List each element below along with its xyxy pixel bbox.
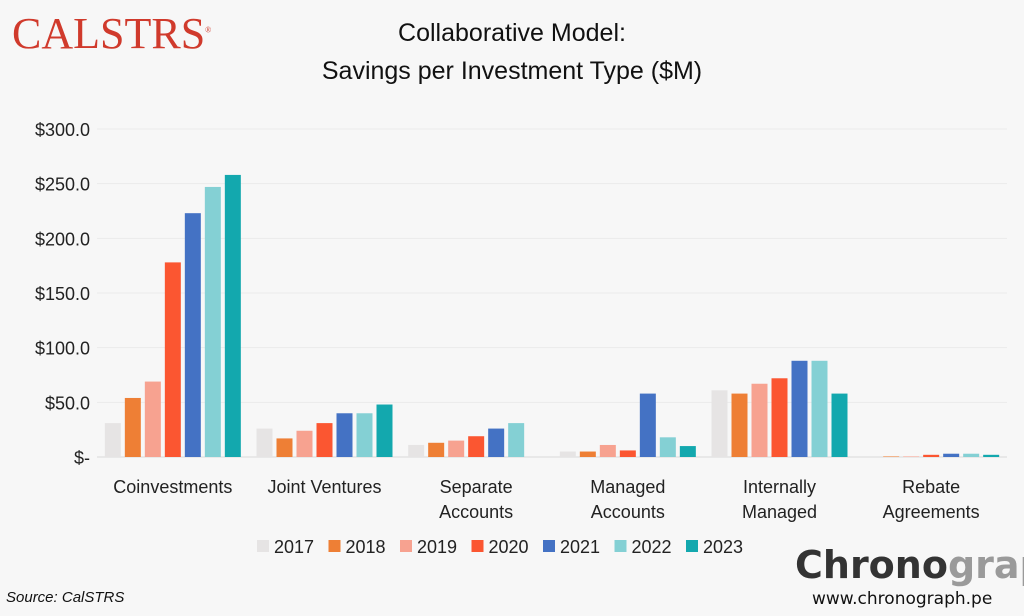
bar-2023 xyxy=(679,446,696,457)
bar-2017 xyxy=(559,451,576,457)
legend-swatch-2022 xyxy=(614,540,627,552)
legend-swatch-2021 xyxy=(543,540,555,552)
legend-swatch-2017 xyxy=(257,540,269,552)
x-tick-label: Accounts xyxy=(439,502,513,522)
bar-2021 xyxy=(943,453,960,457)
y-tick-label: $300.0 xyxy=(35,120,90,140)
legend-label: 2018 xyxy=(346,537,386,557)
bar-2019 xyxy=(448,440,465,457)
x-tick-label: Coinvestments xyxy=(113,477,232,497)
legend-label: 2017 xyxy=(274,537,314,557)
bar-2022 xyxy=(204,186,221,458)
x-tick-label: Joint Ventures xyxy=(267,477,381,497)
bar-2020 xyxy=(923,454,940,457)
bar-2020 xyxy=(771,378,788,457)
bar-2021 xyxy=(639,393,656,457)
bar-2021 xyxy=(336,413,353,457)
legend-swatch-2019 xyxy=(400,540,412,552)
x-tick-label: Agreements xyxy=(883,502,980,522)
bar-2021 xyxy=(488,428,505,457)
title-line-2: Savings per Investment Type ($M) xyxy=(321,57,703,85)
brand-url: www.chronograph.pe xyxy=(812,589,993,609)
chart-title: Collaborative Model: Savings per Investm… xyxy=(250,14,774,90)
legend-label: 2023 xyxy=(703,537,743,557)
bar-2019 xyxy=(296,430,313,457)
title-line-1: Collaborative Model: xyxy=(398,19,626,47)
bar-2019 xyxy=(903,456,920,457)
y-tick-label: $200.0 xyxy=(35,229,90,249)
bar-2018 xyxy=(731,393,748,457)
legend-label: 2019 xyxy=(417,537,457,557)
bar-2020 xyxy=(468,436,485,457)
y-tick-label: $250.0 xyxy=(35,175,90,195)
bar-2017 xyxy=(256,428,273,457)
bar-2023 xyxy=(831,393,848,457)
bar-2022 xyxy=(963,453,980,457)
x-tick-label: Separate xyxy=(440,477,513,497)
legend-swatch-2020 xyxy=(471,540,484,552)
source-note: Source: CalSTRS xyxy=(6,589,125,606)
bar-2018 xyxy=(428,442,445,457)
chronograph-logo: Chronograph xyxy=(795,543,1024,587)
bar-2023 xyxy=(224,174,241,458)
brand-part-1: Chrono xyxy=(795,543,948,587)
bar-2019 xyxy=(144,381,161,457)
legend-swatch-2023 xyxy=(686,540,698,552)
y-tick-label: $- xyxy=(74,448,90,468)
bar-2020 xyxy=(164,262,181,457)
bar-2017 xyxy=(711,390,728,457)
legend-label: 2020 xyxy=(489,537,529,557)
x-tick-label: Managed xyxy=(590,477,665,497)
brand-part-2: graph xyxy=(947,543,1024,587)
bar-2018 xyxy=(579,451,596,457)
bar-2021 xyxy=(184,213,201,457)
bar-2022 xyxy=(356,413,373,457)
logo-text: CALSTRS xyxy=(12,9,206,58)
bar-2019 xyxy=(599,444,616,457)
y-tick-label: $50.0 xyxy=(45,393,90,413)
bar-2017 xyxy=(104,423,121,457)
calstrs-logo: CALSTRS® xyxy=(12,9,212,58)
bar-2020 xyxy=(316,423,333,457)
bar-2022 xyxy=(508,423,525,457)
bar-2020 xyxy=(619,450,636,457)
legend-label: 2022 xyxy=(632,537,672,557)
bar-2017 xyxy=(408,444,425,457)
x-tick-label: Internally xyxy=(743,477,816,497)
bar-2018 xyxy=(883,456,900,457)
bar-2022 xyxy=(659,437,676,457)
y-tick-label: $100.0 xyxy=(35,339,90,359)
bar-2018 xyxy=(124,397,141,457)
legend-label: 2021 xyxy=(560,537,600,557)
legend-swatch-2018 xyxy=(328,540,341,552)
y-tick-label: $150.0 xyxy=(35,284,90,304)
bar-2023 xyxy=(376,404,393,457)
x-tick-label: Accounts xyxy=(591,502,665,522)
bar-2023 xyxy=(983,454,1000,457)
bar-2022 xyxy=(811,360,828,457)
x-tick-label: Rebate xyxy=(902,477,960,497)
bar-2021 xyxy=(791,360,808,457)
x-tick-label: Managed xyxy=(742,502,817,522)
bar-2018 xyxy=(276,438,293,457)
bar-2019 xyxy=(751,383,768,457)
